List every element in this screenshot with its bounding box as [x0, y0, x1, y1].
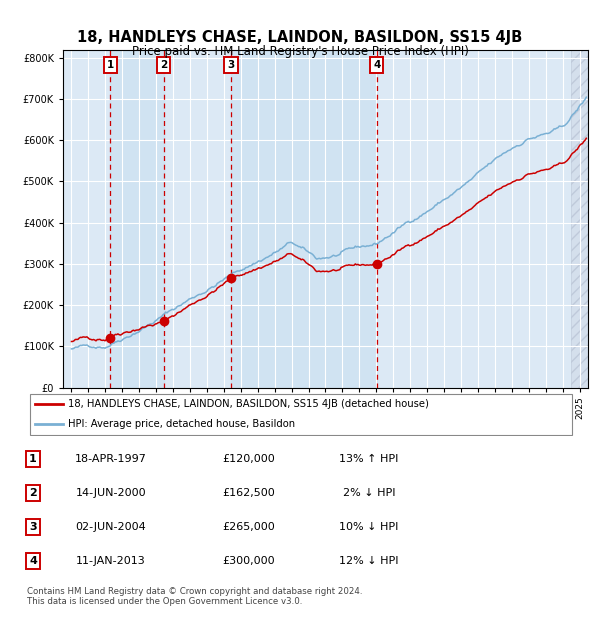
Text: 18, HANDLEYS CHASE, LAINDON, BASILDON, SS15 4JB (detached house): 18, HANDLEYS CHASE, LAINDON, BASILDON, S… — [68, 399, 429, 409]
Text: 13% ↑ HPI: 13% ↑ HPI — [340, 454, 398, 464]
Bar — [571, 50, 588, 388]
Text: 4: 4 — [373, 60, 380, 70]
Text: 18-APR-1997: 18-APR-1997 — [75, 454, 147, 464]
Text: 2: 2 — [160, 60, 167, 70]
Text: 14-JUN-2000: 14-JUN-2000 — [76, 488, 146, 498]
Bar — [231, 50, 377, 388]
Text: 2% ↓ HPI: 2% ↓ HPI — [343, 488, 395, 498]
Text: 3: 3 — [29, 522, 37, 532]
Text: 4: 4 — [29, 556, 37, 566]
Text: Contains HM Land Registry data © Crown copyright and database right 2024.
This d: Contains HM Land Registry data © Crown c… — [27, 587, 362, 606]
Text: 3: 3 — [227, 60, 235, 70]
Text: 02-JUN-2004: 02-JUN-2004 — [76, 522, 146, 532]
Text: £162,500: £162,500 — [223, 488, 275, 498]
Text: £300,000: £300,000 — [223, 556, 275, 566]
Text: HPI: Average price, detached house, Basildon: HPI: Average price, detached house, Basi… — [68, 419, 295, 430]
Text: 12% ↓ HPI: 12% ↓ HPI — [339, 556, 399, 566]
Text: 2: 2 — [29, 488, 37, 498]
FancyBboxPatch shape — [30, 394, 572, 435]
Bar — [110, 50, 164, 388]
Text: 10% ↓ HPI: 10% ↓ HPI — [340, 522, 398, 532]
Text: 18, HANDLEYS CHASE, LAINDON, BASILDON, SS15 4JB: 18, HANDLEYS CHASE, LAINDON, BASILDON, S… — [77, 30, 523, 45]
Text: 11-JAN-2013: 11-JAN-2013 — [76, 556, 146, 566]
Text: 1: 1 — [107, 60, 114, 70]
Text: 1: 1 — [29, 454, 37, 464]
Text: £120,000: £120,000 — [223, 454, 275, 464]
Text: Price paid vs. HM Land Registry's House Price Index (HPI): Price paid vs. HM Land Registry's House … — [131, 45, 469, 58]
Text: £265,000: £265,000 — [223, 522, 275, 532]
